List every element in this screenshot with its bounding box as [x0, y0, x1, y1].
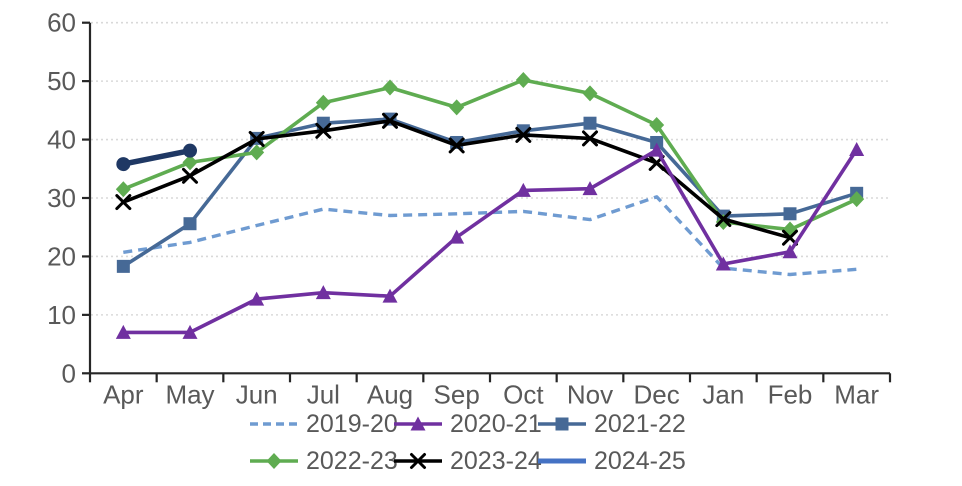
x-marker — [382, 112, 398, 129]
diamond-marker — [649, 116, 665, 133]
square-marker — [555, 417, 569, 431]
x-marker — [182, 167, 198, 184]
x-tick-label: Feb — [768, 379, 813, 409]
legend: 2019-20 2020-21 2021-22 2022-23 2023-24 2024-… — [250, 410, 686, 475]
x-tick-label: May — [165, 379, 214, 409]
x-marker — [715, 211, 732, 228]
diamond-marker — [449, 99, 465, 116]
triangle-marker — [515, 182, 531, 197]
triangle-marker — [449, 229, 465, 244]
legend-item-2020-21: 2020-21 — [394, 410, 542, 438]
series-2021-22 — [116, 112, 864, 273]
legend-label: 2021-22 — [594, 410, 686, 438]
triangle-marker — [849, 142, 865, 157]
square-marker — [783, 207, 797, 221]
x-marker — [410, 453, 426, 469]
triangle-marker — [249, 291, 265, 306]
triangle-marker — [315, 285, 331, 300]
y-tick-label: 30 — [47, 183, 76, 213]
series-2020-21 — [115, 142, 865, 339]
gridlines — [91, 21, 888, 316]
legend-label: 2020-21 — [450, 410, 542, 438]
series-line-2024-25 — [120, 147, 193, 167]
diamond-marker — [249, 144, 265, 161]
legend-label: 2024-25 — [594, 447, 686, 475]
x-tick-label: Apr — [103, 379, 144, 409]
x-tick-label: Nov — [567, 379, 613, 409]
series-2023-24 — [115, 112, 798, 246]
diamond-marker — [182, 154, 198, 171]
diamond-marker — [382, 79, 398, 96]
x-tick-label: Mar — [834, 379, 879, 409]
series-2019-20 — [123, 195, 857, 277]
series-line-2022-23 — [121, 78, 859, 232]
diamond-marker — [266, 453, 282, 469]
triangle-marker — [715, 256, 731, 271]
legend-item-2023-24: 2023-24 — [394, 447, 542, 475]
y-tick-label: 50 — [47, 66, 76, 96]
series-line-2020-21 — [121, 147, 859, 335]
series-2024-25 — [116, 143, 197, 172]
x-tick-label: Dec — [634, 379, 680, 409]
triangle-marker — [410, 416, 426, 431]
x-tick-label: Sep — [434, 379, 480, 409]
square-marker — [583, 116, 597, 130]
legend-item-2019-20: 2019-20 — [250, 410, 398, 438]
y-tick-label: 20 — [47, 241, 76, 271]
triangle-marker — [782, 244, 798, 259]
diamond-marker — [315, 94, 331, 111]
diamond-marker — [515, 71, 531, 88]
x-tick-label: Aug — [367, 379, 413, 409]
y-tick-label: 10 — [47, 300, 76, 330]
legend-label: 2023-24 — [450, 447, 542, 475]
triangle-marker — [382, 288, 398, 303]
axes: 0 10 20 30 40 50 60 Apr May Jun Jul Aug Sep Oct Nov Dec… — [47, 8, 892, 409]
legend-label: 2019-20 — [306, 410, 398, 438]
square-marker — [650, 135, 664, 149]
circle-marker — [183, 143, 197, 158]
triangle-marker — [182, 324, 198, 339]
legend-label: 2022-23 — [306, 447, 398, 475]
triangle-marker — [582, 181, 598, 196]
x-tick-label: Jul — [307, 379, 340, 409]
legend-item-2021-22: 2021-22 — [538, 410, 686, 438]
legend-item-2024-25: 2024-25 — [538, 447, 686, 475]
y-tick-label: 40 — [47, 125, 76, 155]
x-marker — [315, 122, 332, 139]
y-tick-label: 0 — [62, 358, 76, 388]
series-line-2019-20 — [123, 195, 857, 277]
x-tick-label: Jan — [702, 379, 744, 409]
diamond-marker — [849, 191, 865, 208]
triangle-marker — [649, 142, 665, 157]
square-marker — [116, 259, 130, 273]
x-tick-label: Oct — [503, 379, 544, 409]
triangle-marker — [115, 324, 131, 339]
circle-marker — [116, 157, 131, 172]
x-marker — [582, 130, 598, 147]
x-tick-label: Jun — [236, 379, 278, 409]
diamond-marker — [115, 181, 131, 198]
y-tick-label: 60 — [47, 8, 76, 38]
legend-item-2022-23: 2022-23 — [250, 447, 398, 475]
x-marker — [248, 130, 265, 147]
x-marker — [448, 137, 465, 154]
square-marker — [183, 217, 197, 231]
x-marker — [515, 126, 532, 143]
x-marker — [115, 194, 132, 211]
diamond-marker — [582, 85, 598, 102]
